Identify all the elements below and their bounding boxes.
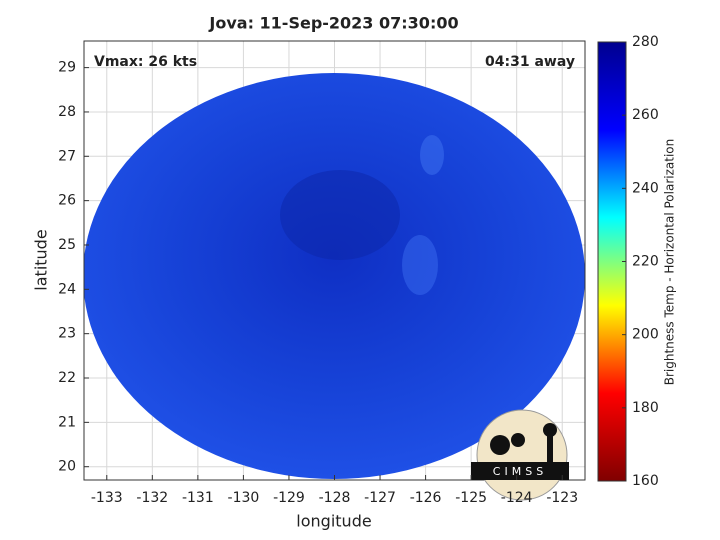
logo-dish [511, 433, 525, 447]
y-tick-label: 24 [58, 281, 76, 297]
colorbar-tick-label: 240 [632, 180, 659, 196]
y-tick-label: 29 [58, 60, 76, 76]
y-tick-label: 22 [58, 370, 76, 386]
x-tick-label: -131 [182, 490, 214, 506]
y-tick-label: 26 [58, 193, 76, 209]
y-tick-label: 28 [58, 104, 76, 120]
bright-patch [420, 135, 444, 175]
x-axis-label: longitude [296, 512, 371, 531]
y-tick-label: 23 [58, 326, 76, 342]
colorbar-tick-label: 160 [632, 473, 659, 489]
colorbar-label: Brightness Temp - Horizontal Polarizatio… [663, 139, 677, 386]
logo-bar [471, 462, 569, 480]
annotation: Vmax: 26 kts [94, 54, 197, 70]
dark-core [280, 170, 400, 260]
satellite-image [84, 73, 585, 479]
x-tick-label: -130 [228, 490, 260, 506]
x-tick-label: -124 [501, 490, 533, 506]
logo-dish [490, 435, 510, 455]
microwave-disc [84, 73, 585, 479]
y-tick-label: 27 [58, 148, 76, 164]
x-tick-label: -132 [136, 490, 168, 506]
logo: CIMSS [471, 409, 569, 501]
annotation: 04:31 away [485, 54, 575, 70]
x-tick-label: -128 [319, 490, 351, 506]
logo-tower [543, 423, 557, 437]
x-tick-label: -125 [455, 490, 487, 506]
x-tick-label: -123 [546, 490, 578, 506]
bright-patch [402, 235, 438, 295]
y-tick-label: 25 [58, 237, 76, 253]
chart-title: Jova: 11-Sep-2023 07:30:00 [208, 14, 458, 33]
logo-tower [547, 436, 553, 462]
colorbar-tick-label: 200 [632, 327, 659, 343]
y-tick-label: 20 [58, 459, 76, 475]
y-tick-label: 21 [58, 414, 76, 430]
colorbar-tick-label: 280 [632, 34, 659, 50]
logo-disc [476, 409, 568, 501]
y-axis-label: latitude [32, 229, 51, 290]
x-tick-label: -127 [364, 490, 396, 506]
x-tick-label: -126 [410, 490, 442, 506]
colorbar-tick-label: 180 [632, 400, 659, 416]
x-tick-label: -133 [91, 490, 123, 506]
colorbar [597, 41, 627, 482]
logo-text: CIMSS [493, 465, 547, 478]
colorbar-tick-label: 260 [632, 107, 659, 123]
x-tick-label: -129 [273, 490, 305, 506]
colorbar-tick-label: 220 [632, 254, 659, 270]
